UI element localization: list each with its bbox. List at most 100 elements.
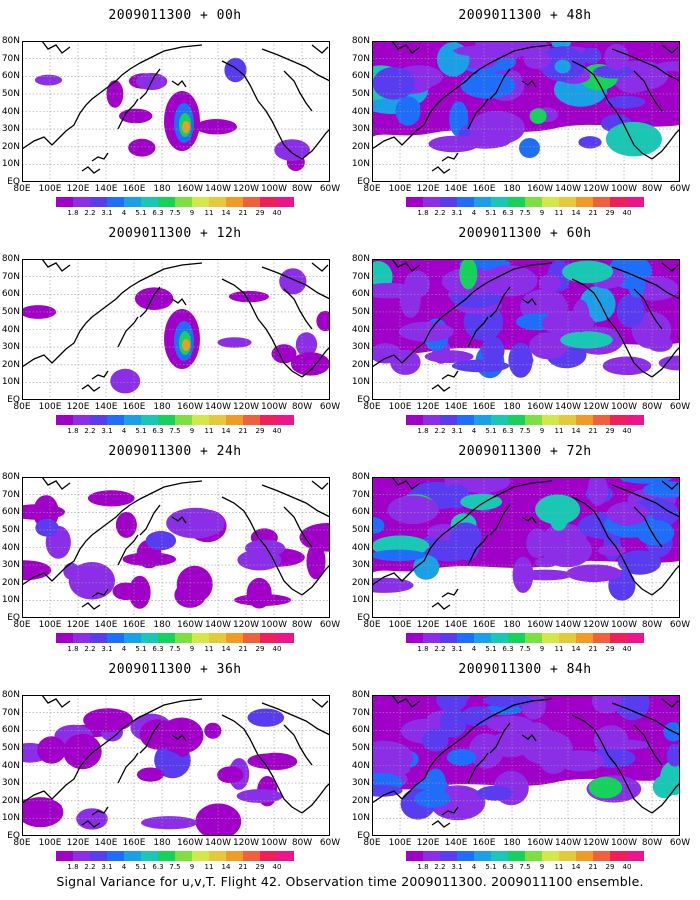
colorbar-swatch xyxy=(542,197,559,207)
colorbar-label: 4 xyxy=(471,863,477,871)
panel-title: 2009011300 + 00h xyxy=(108,8,242,23)
lat-tick-label: 30N xyxy=(351,778,370,789)
colorbar-label: 1.8 xyxy=(67,863,79,871)
variance-contour xyxy=(451,359,510,373)
lon-tick-label: 140W xyxy=(554,402,582,412)
variance-core xyxy=(182,121,190,133)
variance-contour xyxy=(136,767,164,782)
colorbar-label: 29 xyxy=(605,427,615,435)
colorbar-swatch xyxy=(124,851,141,861)
lon-tick-label: 160W xyxy=(526,620,554,630)
lon-tick-label: 180 xyxy=(503,184,521,194)
coastline xyxy=(139,286,161,318)
variance-contour xyxy=(526,528,549,558)
coastline xyxy=(81,602,101,610)
colorbar-label: 2.2 xyxy=(84,645,96,653)
coastline xyxy=(449,44,553,94)
colorbar-label: 9 xyxy=(539,209,545,217)
coastline xyxy=(261,48,330,82)
lon-tick-label: 120E xyxy=(66,838,90,848)
lon-tick-label: 80E xyxy=(363,402,381,412)
lat-tick-label: 40N xyxy=(351,106,370,117)
colorbar xyxy=(56,851,294,861)
colorbar-swatch xyxy=(158,633,175,643)
lon-tick-label: 160E xyxy=(472,620,496,630)
lon-tick-label: 100W xyxy=(610,184,638,194)
lon-tick-label: 120E xyxy=(416,620,440,630)
variance-contour xyxy=(372,67,416,100)
colorbar-swatch xyxy=(559,415,576,425)
colorbar-label: 4 xyxy=(471,209,477,217)
coastline xyxy=(391,477,421,490)
variance-contour xyxy=(128,138,156,157)
lat-tick-label: 20N xyxy=(351,141,370,152)
colorbar-swatch xyxy=(73,197,90,207)
lat-tick-label: 10N xyxy=(351,813,370,824)
lat-tick-label: 50N xyxy=(1,306,20,317)
coastline xyxy=(391,695,421,708)
colorbar-label: 40 xyxy=(272,645,282,653)
map-area xyxy=(372,477,680,618)
coastline xyxy=(441,806,459,816)
colorbar-label: 2.2 xyxy=(434,209,446,217)
lon-tick-label: 120E xyxy=(66,184,90,194)
variance-contour xyxy=(145,531,177,551)
lon-tick-label: 120W xyxy=(232,184,260,194)
colorbar-label: 40 xyxy=(622,863,632,871)
colorbar-label: 6.3 xyxy=(502,427,514,435)
coastline xyxy=(41,259,71,272)
coastline xyxy=(81,820,101,828)
colorbar-swatch xyxy=(593,851,610,861)
colorbar-swatch xyxy=(192,851,209,861)
colorbar-swatch xyxy=(124,197,141,207)
coastline xyxy=(521,733,537,742)
lon-tick-label: 100E xyxy=(38,620,62,630)
coastline xyxy=(221,60,259,102)
variance-contour xyxy=(616,294,645,328)
colorbar-label: 5.1 xyxy=(135,645,147,653)
lat-tick-label: EQ xyxy=(7,613,20,623)
map-area xyxy=(22,477,330,618)
colorbar-label: 29 xyxy=(605,645,615,653)
lat-tick-label: 40N xyxy=(1,760,20,771)
coastline xyxy=(117,534,139,566)
lon-tick-label: 160W xyxy=(176,184,204,194)
variance-contour xyxy=(605,95,646,109)
colorbar-swatch xyxy=(277,415,294,425)
lat-tick-label: 80N xyxy=(1,254,20,264)
variance-contour xyxy=(593,65,634,79)
variance-contour xyxy=(461,706,495,727)
lat-tick-label: 30N xyxy=(1,778,20,789)
map-panel-36h: 2009011300 + 36h 80N 70N 60N 50N 40N 30N 20N 10N… xyxy=(0,654,350,874)
variance-contour xyxy=(22,797,64,828)
variance-contour xyxy=(35,519,59,537)
map-svg xyxy=(22,695,330,836)
colorbar-swatch xyxy=(576,197,593,207)
panel-title: 2009011300 + 60h xyxy=(458,226,592,241)
colorbar-label: 40 xyxy=(622,645,632,653)
map-svg xyxy=(22,41,330,182)
lat-tick-label: EQ xyxy=(357,831,370,841)
lat-tick-label: 30N xyxy=(351,124,370,135)
coastline xyxy=(81,166,101,174)
variance-contour xyxy=(523,50,551,70)
colorbar xyxy=(406,851,644,861)
colorbar-swatch xyxy=(610,197,627,207)
coastline xyxy=(139,504,161,536)
variance-contour xyxy=(604,43,629,71)
lon-tick-label: 80W xyxy=(291,838,313,848)
colorbar-swatch xyxy=(243,197,260,207)
map-svg xyxy=(372,477,680,618)
lat-tick-label: 20N xyxy=(1,141,20,152)
variance-contour xyxy=(468,733,504,769)
lon-tick-label: 100W xyxy=(260,184,288,194)
lat-tick-label: 30N xyxy=(1,124,20,135)
colorbar-label: 4 xyxy=(121,209,127,217)
coastline xyxy=(372,528,451,586)
lon-tick-label: 120W xyxy=(582,402,610,412)
coastline xyxy=(449,262,553,312)
coastline xyxy=(22,528,101,586)
lon-tick-label: 100W xyxy=(260,838,288,848)
lat-tick-label: EQ xyxy=(7,177,20,187)
colorbar-swatch xyxy=(243,851,260,861)
